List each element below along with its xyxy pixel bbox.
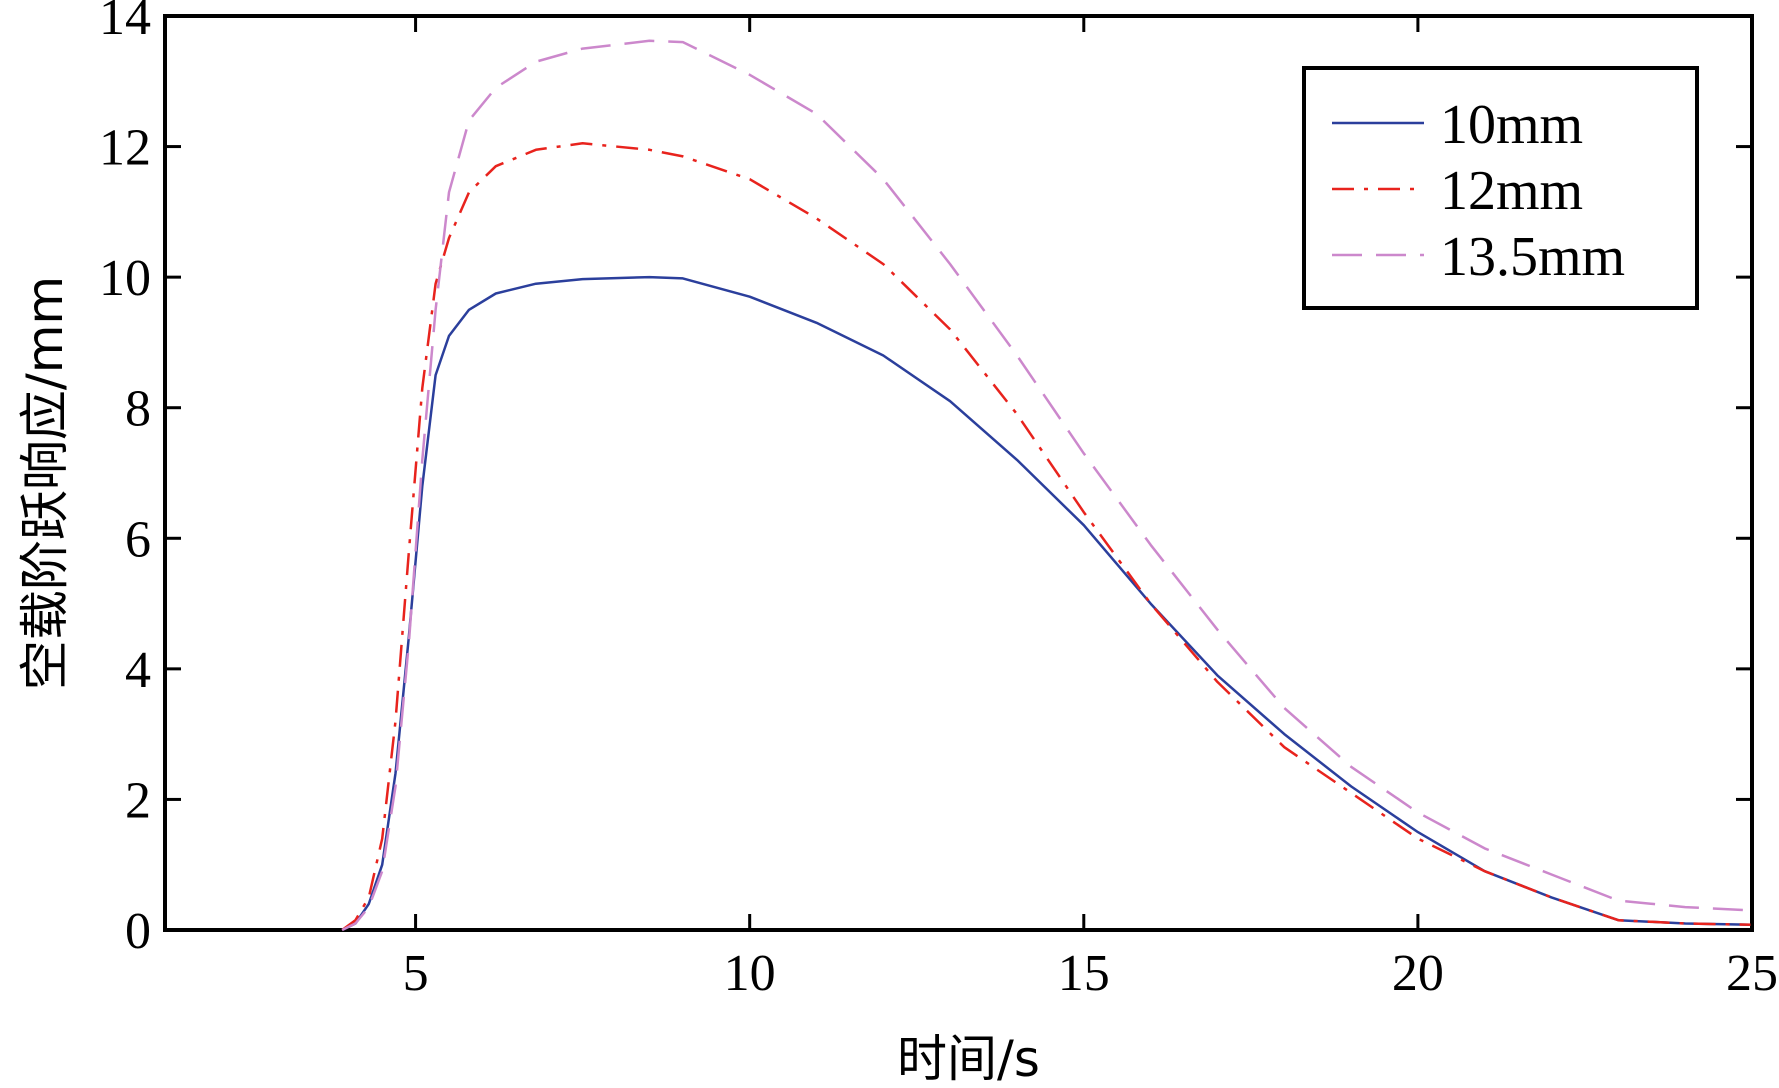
- x-tick-label: 20: [1392, 945, 1444, 1002]
- y-tick-label: 10: [99, 250, 151, 307]
- legend-label-1: 10mm: [1440, 94, 1583, 156]
- x-tick-label: 10: [724, 945, 776, 1002]
- y-tick-label: 4: [125, 642, 151, 699]
- series-layer: [341, 39, 1753, 932]
- y-tick-label: 8: [125, 381, 151, 438]
- y-tick-label: 14: [99, 0, 151, 46]
- x-axis-label: 时间/s: [897, 1030, 1040, 1088]
- plot-frame: [163, 14, 1754, 932]
- x-tick-label: 5: [403, 945, 429, 1002]
- legend-label-2: 12mm: [1440, 160, 1583, 222]
- y-tick-label: 6: [125, 511, 151, 568]
- x-tick-label: 15: [1058, 945, 1110, 1002]
- x-tick-label: 25: [1726, 945, 1778, 1002]
- legend-label-3: 13.5mm: [1440, 226, 1625, 288]
- legend-box: [1302, 66, 1699, 310]
- y-tick-label: 2: [125, 772, 151, 829]
- series-line-3: [341, 39, 1753, 932]
- y-axis-label: 空载阶跃响应/mm: [16, 276, 74, 690]
- series-line-2: [341, 142, 1753, 932]
- tick-layer: 5 10 15 20 25 0 2 4 6 8 10 12 14: [99, 0, 1778, 1002]
- plot-area: [163, 14, 1754, 932]
- series-line-1: [341, 275, 1753, 932]
- y-tick-label: 0: [125, 903, 151, 960]
- y-tick-label: 12: [99, 120, 151, 177]
